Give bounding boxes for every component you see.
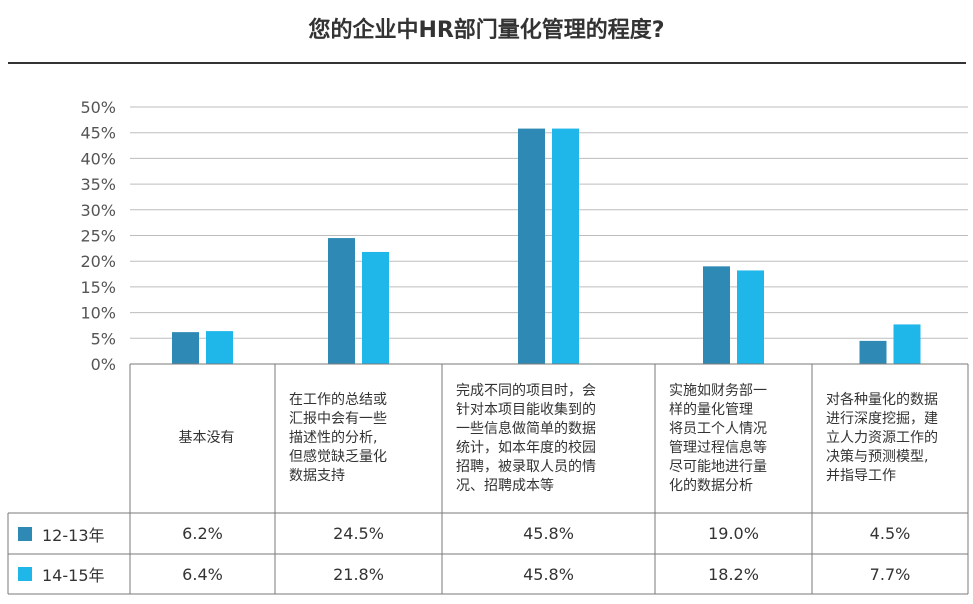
category-label: 在工作的总结或 汇报中会有一些 描述性的分析, 但感觉缺乏量化 数据支持 bbox=[289, 366, 436, 511]
bar-series2 bbox=[893, 324, 921, 364]
category-line: 实施如财务部一 bbox=[669, 382, 767, 399]
legend-entry: 14-15年 bbox=[18, 554, 105, 594]
value-cell: 19.0% bbox=[708, 524, 759, 543]
value-cell: 21.8% bbox=[333, 564, 384, 584]
y-tick-label: 40% bbox=[80, 149, 116, 168]
value-cell: 6.2% bbox=[182, 524, 223, 543]
category-line: 立人力资源工作的 bbox=[826, 430, 938, 446]
category-text: 实施如财务部一 样的量化管理 将员工个人情况 管理过程信息等 尽可能地进行量 化的数据分析 bbox=[669, 382, 767, 496]
category-line: 化的数据分析 bbox=[669, 477, 753, 494]
category-label: 实施如财务部一 样的量化管理 将员工个人情况 管理过程信息等 尽可能地进行量 化的数据分析 bbox=[669, 366, 806, 511]
legend-swatch bbox=[18, 526, 32, 541]
title-divider bbox=[8, 62, 966, 64]
chart-title: 您的企业中HR部门量化管理的程度? bbox=[308, 18, 665, 43]
y-tick-label: 0% bbox=[91, 355, 116, 374]
value-cell: 7.7% bbox=[869, 564, 911, 584]
value-cell: 45.8% bbox=[523, 564, 574, 584]
category-line: 完成不同的项目时，会 bbox=[456, 382, 596, 399]
category-line: 进行深度挖掘，建 bbox=[826, 411, 938, 427]
category-line: 将员工个人情况 bbox=[669, 420, 767, 437]
bar-series1 bbox=[172, 332, 199, 364]
category-line: 对各种量化的数据 bbox=[826, 392, 938, 408]
category-line: 决策与预测模型, bbox=[826, 449, 929, 465]
y-tick-label: 45% bbox=[80, 124, 116, 143]
category-text: 完成不同的项目时，会 针对本项目能收集到的 一些信息做简单的数据 统计，如本年度的校园… bbox=[456, 382, 596, 496]
bar-series2 bbox=[737, 270, 764, 364]
bar-series2 bbox=[552, 128, 579, 364]
y-tick-label: 50% bbox=[80, 98, 116, 117]
category-label: 完成不同的项目时，会 针对本项目能收集到的 一些信息做简单的数据 统计，如本年度的校园… bbox=[456, 366, 649, 511]
category-line: 汇报中会有一些 bbox=[289, 411, 387, 427]
category-text: 在工作的总结或 汇报中会有一些 描述性的分析, 但感觉缺乏量化 数据支持 bbox=[289, 391, 387, 486]
y-tick-label: 10% bbox=[80, 304, 116, 323]
value-cell: 6.4% bbox=[182, 564, 223, 584]
y-tick-label: 35% bbox=[80, 175, 116, 194]
category-text: 基本没有 bbox=[179, 429, 235, 448]
category-line: 在工作的总结或 bbox=[289, 392, 387, 408]
category-text: 对各种量化的数据 进行深度挖掘，建 立人力资源工作的 决策与预测模型, 并指导工作 bbox=[826, 391, 938, 486]
category-line: 基本没有 bbox=[178, 430, 235, 446]
category-label: 对各种量化的数据 进行深度挖掘，建 立人力资源工作的 决策与预测模型, 并指导工作 bbox=[826, 366, 962, 511]
value-cell: 24.5% bbox=[333, 524, 384, 543]
bar-series2 bbox=[206, 331, 233, 364]
y-tick-label: 5% bbox=[91, 329, 116, 348]
category-line: 况、招聘成本等 bbox=[456, 477, 554, 494]
category-label: 基本没有 bbox=[144, 366, 269, 511]
category-line: 数据支持 bbox=[289, 468, 345, 484]
category-line: 样的量化管理 bbox=[669, 401, 753, 418]
category-line: 统计，如本年度的校园 bbox=[456, 439, 596, 456]
category-line: 招聘，被录取人员的情 bbox=[456, 458, 596, 475]
y-tick-label: 30% bbox=[80, 201, 116, 220]
legend-entry: 12-13年 bbox=[18, 513, 105, 554]
category-line: 尽可能地进行量 bbox=[669, 458, 767, 475]
bar-series1 bbox=[703, 266, 730, 364]
legend-label: 14-15年 bbox=[42, 566, 105, 585]
legend-swatch bbox=[18, 567, 32, 581]
value-cell: 18.2% bbox=[708, 564, 759, 584]
y-tick-label: 20% bbox=[80, 252, 116, 271]
bar-series1 bbox=[328, 238, 355, 364]
bar-series1 bbox=[518, 128, 545, 364]
category-line: 并指导工作 bbox=[826, 468, 896, 484]
value-cell: 45.8% bbox=[523, 524, 574, 543]
legend-label: 12-13年 bbox=[42, 525, 105, 545]
category-line: 一些信息做简单的数据 bbox=[456, 420, 596, 437]
value-cell: 4.5% bbox=[869, 524, 911, 543]
category-line: 管理过程信息等 bbox=[669, 439, 767, 456]
category-line: 但感觉缺乏量化 bbox=[289, 449, 387, 465]
bar-series2 bbox=[362, 251, 389, 364]
bar-series1 bbox=[859, 340, 887, 364]
y-tick-label: 25% bbox=[80, 227, 116, 246]
category-line: 描述性的分析, bbox=[289, 430, 378, 446]
y-tick-label: 15% bbox=[80, 278, 116, 297]
category-line: 针对本项目能收集到的 bbox=[456, 401, 596, 418]
